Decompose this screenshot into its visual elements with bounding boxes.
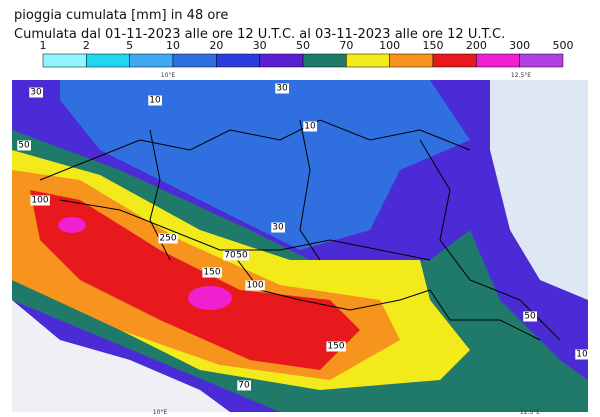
legend-label: 100: [379, 39, 400, 52]
graticule-label: 12.5°E: [520, 409, 540, 416]
border: [229, 249, 541, 341]
contour-label-bg: [271, 222, 285, 233]
contour-label: 10: [576, 350, 588, 360]
contour-label-bg: [202, 267, 222, 278]
legend-label: 20: [209, 39, 223, 52]
subtitle: Cumulata dal 01-11-2023 alle ore 12 U.T.…: [14, 27, 505, 42]
legend-swatch: [42, 53, 87, 68]
contour-label: 70: [224, 251, 236, 261]
legend-swatch: [216, 53, 260, 68]
border: [59, 199, 431, 261]
legend-swatch: [129, 53, 174, 68]
legend-label: 50: [296, 39, 310, 52]
contour-label: 10: [149, 96, 161, 106]
legend-label: 500: [553, 39, 574, 52]
contour-label: 250: [159, 234, 176, 244]
legend-swatch: [476, 53, 520, 68]
contour-label: 50: [18, 141, 30, 151]
area-150: [30, 190, 360, 370]
contour-label: 100: [246, 281, 263, 291]
legend-label: 30: [253, 39, 267, 52]
legend-swatch: [389, 53, 434, 68]
contour-label-bg: [158, 233, 178, 244]
contour-label-bg: [326, 341, 346, 352]
map: [12, 80, 588, 412]
legend-swatch: [519, 53, 564, 68]
legend-swatch: [172, 53, 217, 68]
graticule-label: 10°E: [153, 409, 168, 416]
sea: [490, 80, 588, 300]
border: [299, 119, 321, 261]
contour-label-bg: [245, 280, 265, 291]
contour-label: 50: [524, 312, 536, 322]
legend: 1 2 5 10 20 30 50 70 100 150 200 300 500: [40, 39, 574, 68]
border: [39, 119, 471, 181]
graticule-label: 12.5°E: [511, 72, 531, 79]
legend-label: 200: [466, 39, 487, 52]
sea: [12, 300, 230, 412]
border: [419, 139, 561, 341]
area-200: [58, 217, 86, 233]
legend-label: 2: [83, 39, 90, 52]
contour-label-bg: [148, 95, 162, 106]
contour-label: 30: [276, 84, 288, 94]
legend-swatch: [302, 53, 347, 68]
contour-label: 70: [238, 381, 250, 391]
contour-label: 30: [272, 223, 284, 233]
graticule-label: 10°E: [161, 72, 176, 79]
contour-label-bg: [275, 83, 289, 94]
contour-label: 150: [203, 268, 220, 278]
legend-swatch: [86, 53, 130, 68]
contour-label: 30: [30, 88, 42, 98]
legend-swatch: [432, 53, 477, 68]
contour-label-bg: [237, 380, 251, 391]
contour-label-bg: [30, 195, 50, 206]
contour-label-bg: [303, 121, 317, 132]
legend-label: 1: [40, 39, 47, 52]
legend-label: 5: [126, 39, 133, 52]
contour-labels: 30 50 100 10 250 150 70 50 100 150 70 30…: [17, 83, 589, 391]
contour-label: 150: [327, 342, 344, 352]
contour-label: 10: [304, 122, 316, 132]
legend-label: 10: [166, 39, 180, 52]
area-10: [60, 80, 470, 250]
legend-label: 300: [509, 39, 530, 52]
contour-label-bg: [575, 349, 589, 360]
legend-label: 70: [339, 39, 353, 52]
title: pioggia cumulata [mm] in 48 ore: [14, 8, 228, 23]
area-200: [188, 286, 232, 310]
contour-label-bg: [523, 311, 537, 322]
contour-label: 50: [236, 251, 248, 261]
legend-swatch: [346, 53, 390, 68]
legend-label: 150: [423, 39, 444, 52]
contour-label-bg: [223, 250, 237, 261]
contour-label-bg: [29, 87, 43, 98]
contour-label-bg: [17, 140, 31, 151]
legend-swatch: [259, 53, 304, 68]
contour-label: 100: [31, 196, 48, 206]
contour-label-bg: [235, 250, 249, 261]
